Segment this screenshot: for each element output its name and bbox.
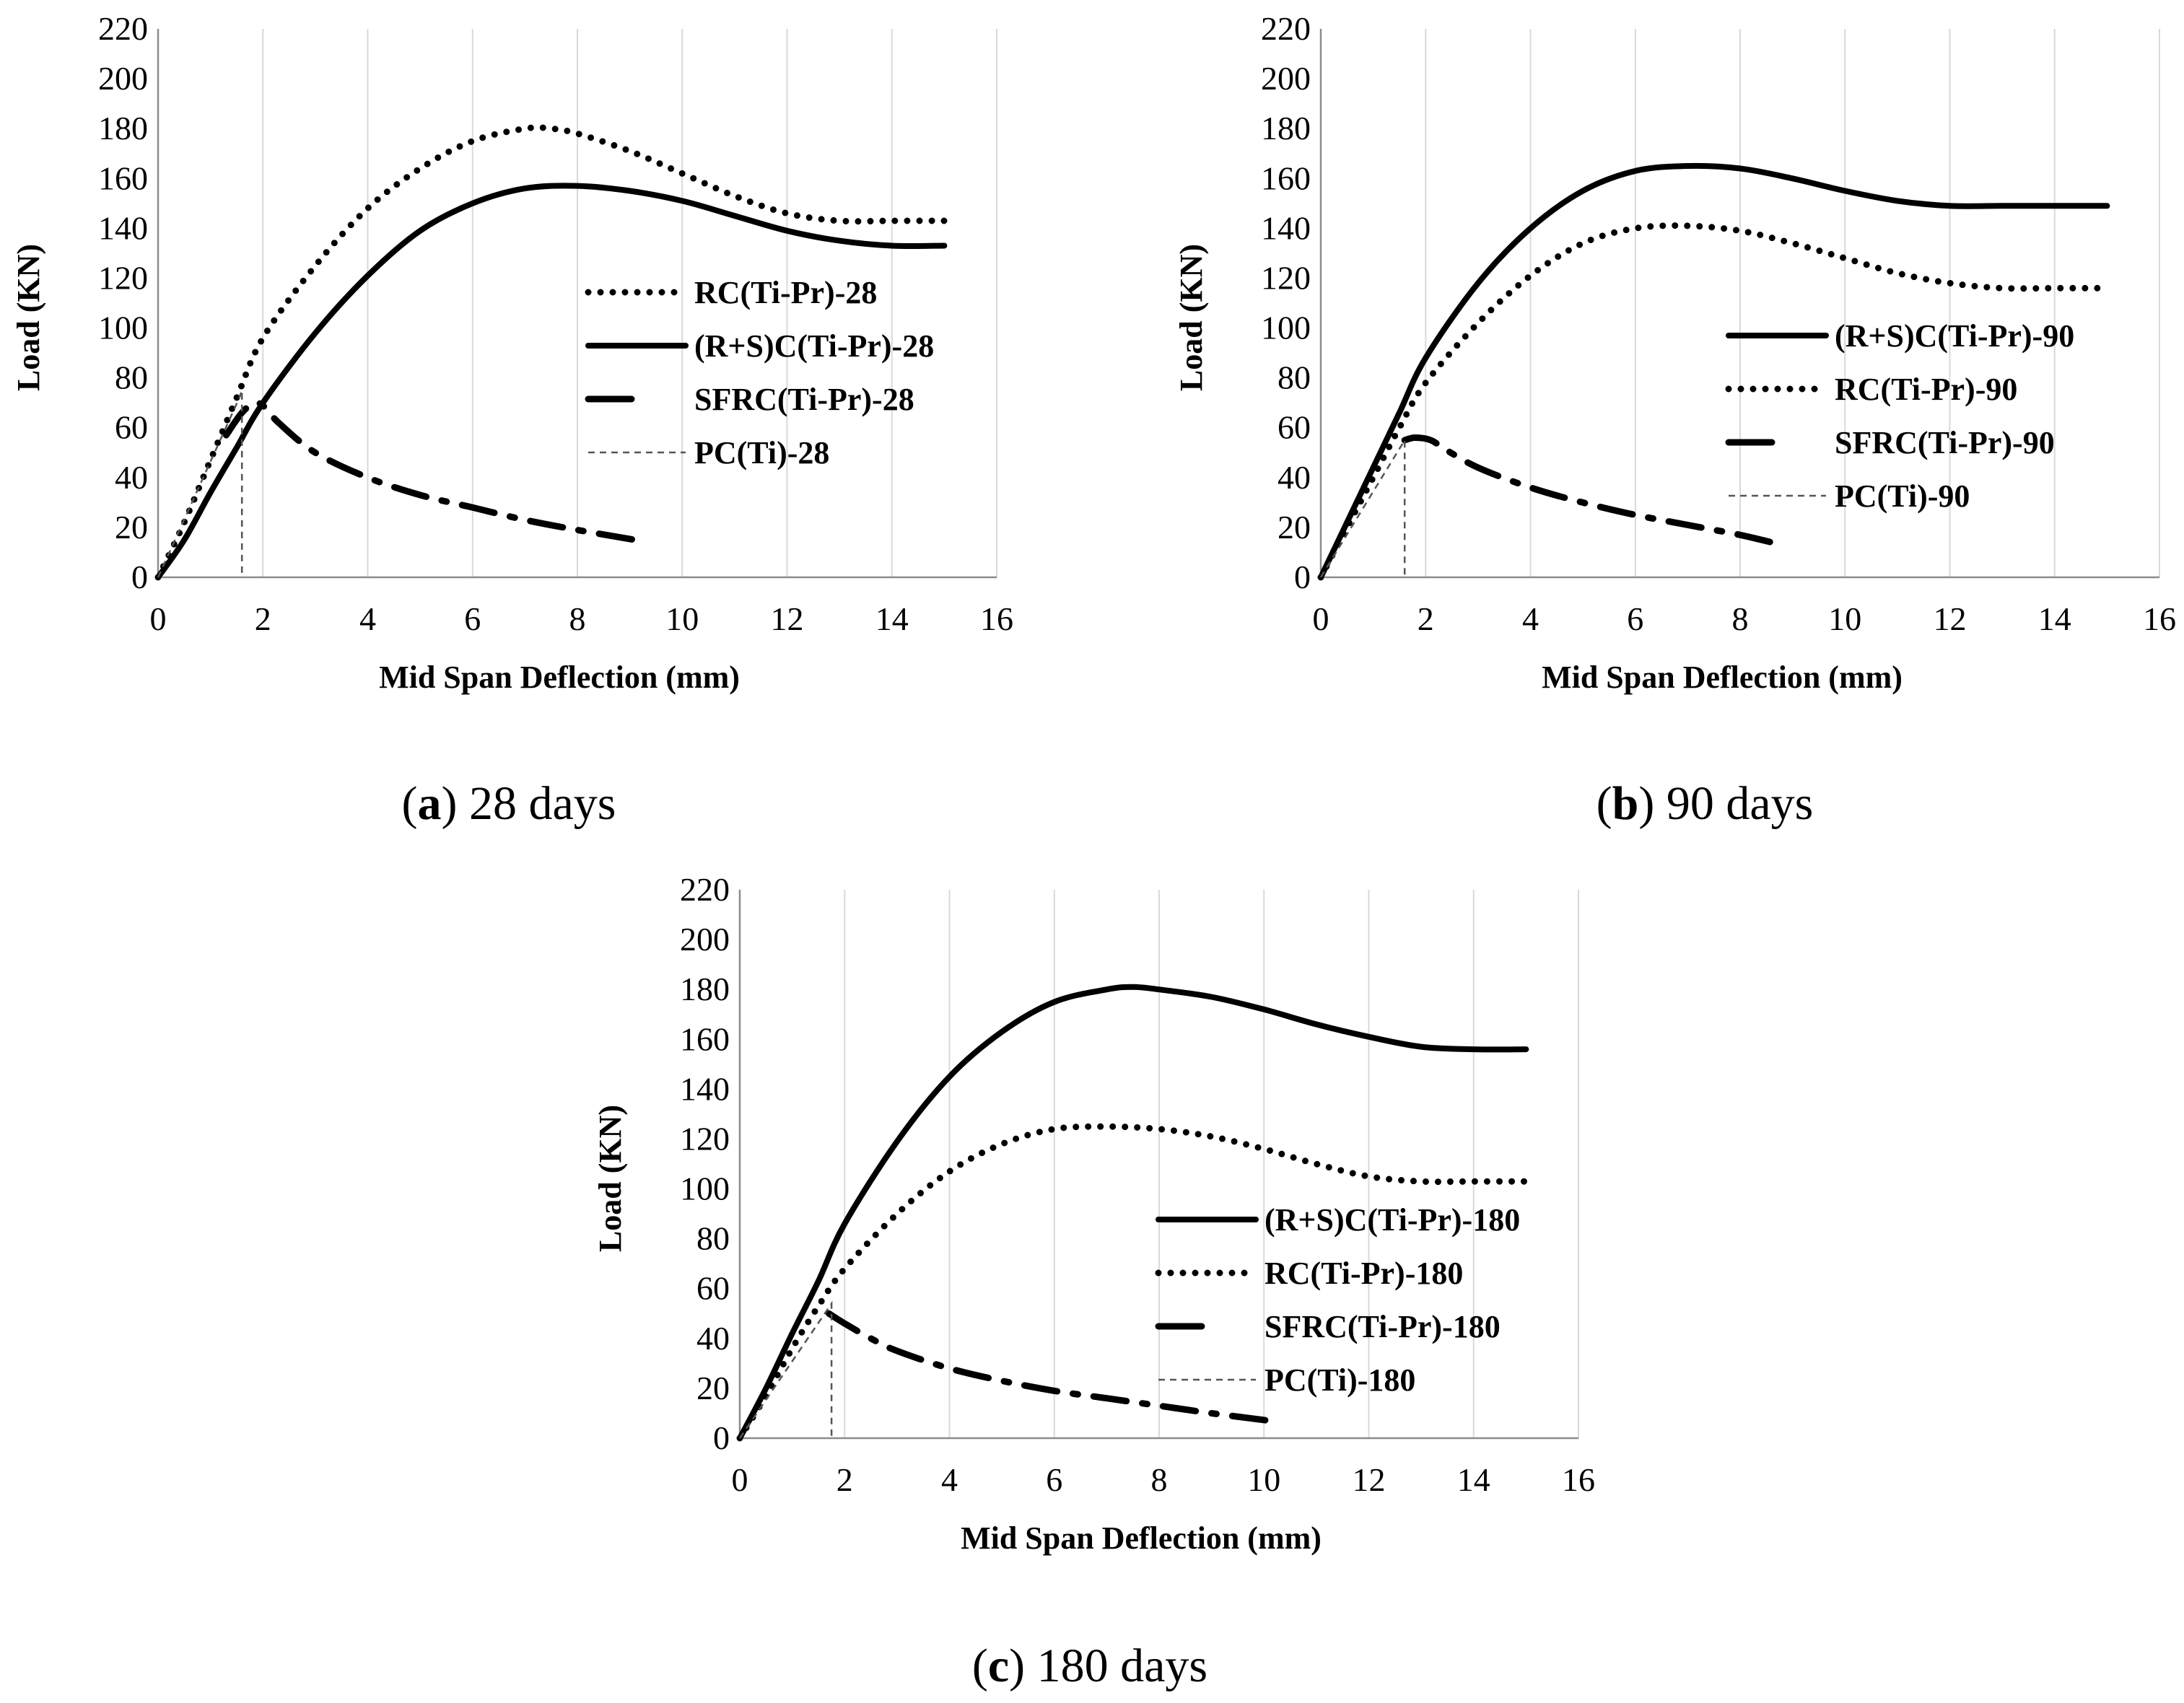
x-tick-label: 6 bbox=[464, 600, 481, 637]
x-axis-title: Mid Span Deflection (mm) bbox=[961, 1520, 1322, 1556]
y-axis-title: Load (KN) bbox=[593, 1105, 628, 1252]
x-tick-label: 16 bbox=[1562, 1461, 1595, 1498]
x-tick-label: 2 bbox=[837, 1461, 853, 1498]
legend-label: RC(Ti-Pr)-28 bbox=[694, 275, 877, 310]
y-tick-label: 200 bbox=[680, 921, 730, 958]
y-tick-label: 40 bbox=[115, 459, 148, 496]
y-axis-title: Load (KN) bbox=[1174, 244, 1209, 391]
panel-caption: (b) 90 days bbox=[1596, 777, 1814, 830]
x-tick-label: 14 bbox=[1457, 1461, 1490, 1498]
y-tick-label: 0 bbox=[1294, 559, 1311, 595]
chart-panel-1: 0 20 40 60 80 100 120 140 160 180 200 220 0 2 4 6 8 10 12 1… bbox=[11, 10, 1013, 830]
series-line-SFRC(Ti-Pr)-90 bbox=[1401, 434, 1775, 546]
x-tick-label: 6 bbox=[1627, 600, 1643, 637]
x-tick-label: 0 bbox=[732, 1461, 748, 1498]
legend-label: SFRC(Ti-Pr)-28 bbox=[694, 382, 914, 417]
y-tick-label: 200 bbox=[1261, 60, 1311, 97]
y-tick-label: 40 bbox=[696, 1320, 730, 1357]
y-tick-label: 120 bbox=[680, 1120, 730, 1157]
y-tick-label: 120 bbox=[1261, 259, 1311, 296]
y-tick-label: 160 bbox=[1261, 159, 1311, 196]
y-tick-label: 120 bbox=[98, 259, 148, 296]
y-tick-label: 80 bbox=[115, 359, 148, 396]
panel-caption: (a) 28 days bbox=[402, 777, 616, 830]
series-line-PC(Ti)-180 bbox=[738, 1300, 833, 1439]
y-tick-label: 220 bbox=[98, 10, 148, 47]
legend-label: (R+S)C(Ti-Pr)-180 bbox=[1264, 1202, 1520, 1238]
x-tick-label: 2 bbox=[255, 600, 271, 637]
x-tick-label: 10 bbox=[665, 600, 699, 637]
series-line-SFRC(Ti-Pr)-28 bbox=[222, 399, 639, 543]
x-tick-label: 8 bbox=[569, 600, 586, 637]
series-line-(R+S)C(Ti-Pr)-28 bbox=[155, 183, 948, 580]
y-tick-label: 180 bbox=[680, 971, 730, 1007]
y-tick-label: 100 bbox=[680, 1170, 730, 1207]
legend-label: SFRC(Ti-Pr)-180 bbox=[1264, 1309, 1501, 1344]
legend-label: PC(Ti)-28 bbox=[694, 435, 829, 470]
y-tick-label: 40 bbox=[1277, 459, 1311, 496]
y-tick-label: 20 bbox=[1277, 509, 1311, 546]
x-tick-label: 10 bbox=[1828, 600, 1861, 637]
series-line-PC(Ti)-28 bbox=[157, 390, 243, 578]
legend-label: (R+S)C(Ti-Pr)-90 bbox=[1835, 318, 2074, 354]
x-tick-label: 12 bbox=[1934, 600, 1967, 637]
y-tick-label: 140 bbox=[98, 209, 148, 246]
panel-caption: (c) 180 days bbox=[972, 1639, 1207, 1692]
x-tick-label: 4 bbox=[1522, 600, 1539, 637]
y-tick-label: 180 bbox=[1261, 110, 1311, 146]
series-line-RC(Ti-Pr)-28 bbox=[154, 124, 948, 581]
x-tick-label: 8 bbox=[1732, 600, 1749, 637]
x-tick-label: 0 bbox=[1313, 600, 1329, 637]
y-tick-label: 60 bbox=[115, 409, 148, 446]
y-tick-label: 0 bbox=[131, 559, 148, 595]
x-tick-label: 0 bbox=[150, 600, 167, 637]
y-tick-label: 180 bbox=[98, 110, 148, 146]
x-tick-label: 6 bbox=[1046, 1461, 1062, 1498]
y-tick-label: 100 bbox=[1261, 310, 1311, 346]
x-tick-label: 12 bbox=[1353, 1461, 1386, 1498]
y-tick-label: 80 bbox=[696, 1220, 730, 1257]
x-tick-label: 2 bbox=[1418, 600, 1434, 637]
x-axis-title: Mid Span Deflection (mm) bbox=[1542, 660, 1903, 695]
y-tick-label: 220 bbox=[1261, 10, 1311, 47]
y-axis-title: Load (KN) bbox=[11, 244, 46, 391]
x-tick-label: 16 bbox=[2143, 600, 2176, 637]
y-tick-label: 0 bbox=[713, 1419, 730, 1456]
series-line-SFRC(Ti-Pr)-180 bbox=[826, 1310, 1272, 1424]
y-tick-label: 100 bbox=[98, 310, 148, 346]
legend-label: PC(Ti)-180 bbox=[1264, 1362, 1415, 1398]
y-tick-label: 60 bbox=[1277, 409, 1311, 446]
x-tick-label: 14 bbox=[875, 600, 909, 637]
y-tick-label: 160 bbox=[680, 1020, 730, 1057]
legend-label: RC(Ti-Pr)-180 bbox=[1264, 1256, 1463, 1291]
y-tick-label: 140 bbox=[1261, 209, 1311, 246]
y-tick-label: 20 bbox=[696, 1370, 730, 1406]
x-tick-label: 12 bbox=[771, 600, 804, 637]
chart-panel-2: 0 20 40 60 80 100 120 140 160 180 200 220 0 2 4 6 8 10 12 1… bbox=[1174, 10, 2176, 830]
x-tick-label: 4 bbox=[359, 600, 376, 637]
y-tick-label: 20 bbox=[115, 509, 148, 546]
y-tick-label: 80 bbox=[1277, 359, 1311, 396]
series-line-(R+S)C(Ti-Pr)-90 bbox=[1318, 162, 2110, 580]
series-line-RC(Ti-Pr)-90 bbox=[1317, 222, 2110, 581]
legend-label: RC(Ti-Pr)-90 bbox=[1835, 372, 2017, 407]
legend-label: SFRC(Ti-Pr)-90 bbox=[1835, 425, 2055, 460]
x-tick-label: 4 bbox=[941, 1461, 958, 1498]
y-tick-label: 60 bbox=[696, 1270, 730, 1307]
x-tick-label: 10 bbox=[1247, 1461, 1280, 1498]
y-tick-label: 140 bbox=[680, 1070, 730, 1107]
y-tick-label: 220 bbox=[680, 871, 730, 908]
legend-label: PC(Ti)-90 bbox=[1835, 478, 1970, 514]
x-axis-title: Mid Span Deflection (mm) bbox=[379, 660, 740, 695]
x-tick-label: 14 bbox=[2038, 600, 2071, 637]
x-tick-label: 8 bbox=[1151, 1461, 1168, 1498]
series-line-(R+S)C(Ti-Pr)-180 bbox=[737, 984, 1529, 1441]
legend-label: (R+S)C(Ti-Pr)-28 bbox=[694, 328, 934, 364]
y-tick-label: 200 bbox=[98, 60, 148, 97]
y-tick-label: 160 bbox=[98, 159, 148, 196]
x-tick-label: 16 bbox=[980, 600, 1013, 637]
chart-panel-3: 0 20 40 60 80 100 120 140 160 180 200 220 0 2 4 6 8 10 12 1… bbox=[593, 871, 1595, 1692]
